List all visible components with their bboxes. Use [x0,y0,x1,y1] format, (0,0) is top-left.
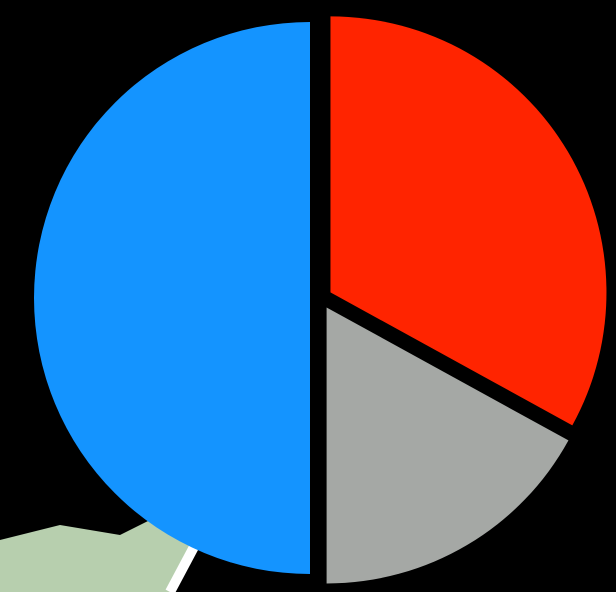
road [165,542,200,592]
pie-slice [326,307,569,584]
map-fragment [0,520,190,592]
pie-slice [34,22,310,574]
pie-slice [330,16,607,426]
